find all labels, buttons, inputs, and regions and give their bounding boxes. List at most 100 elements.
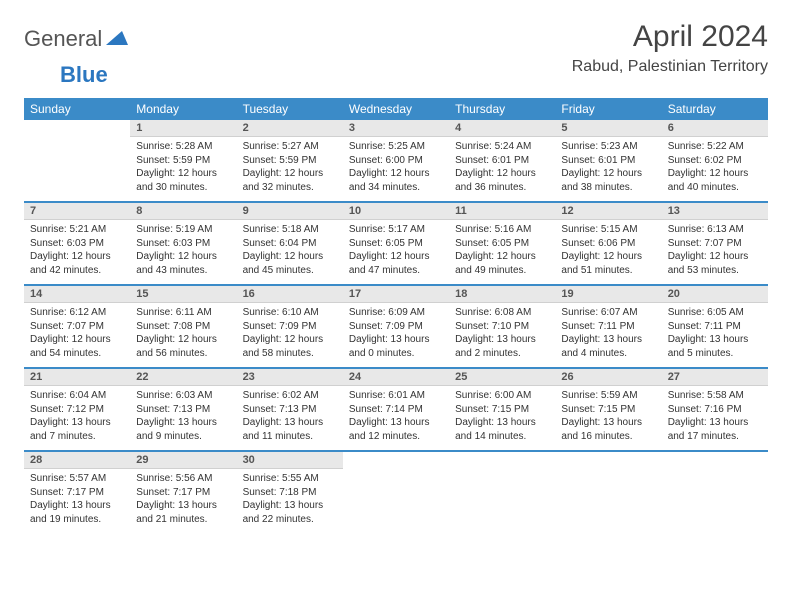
location-text: Rabud, Palestinian Territory <box>572 58 768 76</box>
weekday-header: Sunday <box>24 98 130 120</box>
calendar-cell <box>449 452 555 534</box>
day-detail-line: and 17 minutes. <box>668 430 762 444</box>
calendar-body: 1Sunrise: 5:28 AMSunset: 5:59 PMDaylight… <box>24 120 768 534</box>
day-details: Sunrise: 5:16 AMSunset: 6:05 PMDaylight:… <box>449 220 555 281</box>
calendar-cell: 16Sunrise: 6:10 AMSunset: 7:09 PMDayligh… <box>237 286 343 368</box>
day-detail-line: Sunrise: 5:58 AM <box>668 389 762 403</box>
day-detail-line: Daylight: 13 hours <box>349 333 443 347</box>
calendar-cell: 15Sunrise: 6:11 AMSunset: 7:08 PMDayligh… <box>130 286 236 368</box>
day-number: 6 <box>662 120 768 137</box>
day-detail-line: Daylight: 12 hours <box>561 167 655 181</box>
day-detail-line: and 30 minutes. <box>136 181 230 195</box>
weekday-header: Thursday <box>449 98 555 120</box>
day-detail-line: and 4 minutes. <box>561 347 655 361</box>
day-detail-line: Daylight: 12 hours <box>30 333 124 347</box>
day-detail-line: Sunrise: 5:24 AM <box>455 140 549 154</box>
calendar-cell: 25Sunrise: 6:00 AMSunset: 7:15 PMDayligh… <box>449 369 555 451</box>
day-detail-line: Sunrise: 6:04 AM <box>30 389 124 403</box>
logo-triangle-icon <box>106 29 128 50</box>
day-details: Sunrise: 6:09 AMSunset: 7:09 PMDaylight:… <box>343 303 449 364</box>
weekday-header: Tuesday <box>237 98 343 120</box>
day-number: 27 <box>662 369 768 386</box>
day-detail-line: Daylight: 12 hours <box>243 250 337 264</box>
calendar-cell: 19Sunrise: 6:07 AMSunset: 7:11 PMDayligh… <box>555 286 661 368</box>
day-detail-line: Daylight: 13 hours <box>243 416 337 430</box>
day-detail-line: Sunrise: 5:25 AM <box>349 140 443 154</box>
day-detail-line: Sunrise: 6:01 AM <box>349 389 443 403</box>
day-detail-line: and 45 minutes. <box>243 264 337 278</box>
day-number: 10 <box>343 203 449 220</box>
calendar-cell: 27Sunrise: 5:58 AMSunset: 7:16 PMDayligh… <box>662 369 768 451</box>
day-details: Sunrise: 5:27 AMSunset: 5:59 PMDaylight:… <box>237 137 343 198</box>
day-detail-line: and 53 minutes. <box>668 264 762 278</box>
calendar-cell: 1Sunrise: 5:28 AMSunset: 5:59 PMDaylight… <box>130 120 236 202</box>
day-details: Sunrise: 5:23 AMSunset: 6:01 PMDaylight:… <box>555 137 661 198</box>
day-detail-line: and 7 minutes. <box>30 430 124 444</box>
day-detail-line: and 0 minutes. <box>349 347 443 361</box>
calendar-cell: 4Sunrise: 5:24 AMSunset: 6:01 PMDaylight… <box>449 120 555 202</box>
day-details: Sunrise: 5:22 AMSunset: 6:02 PMDaylight:… <box>662 137 768 198</box>
day-detail-line: and 32 minutes. <box>243 181 337 195</box>
day-detail-line: and 56 minutes. <box>136 347 230 361</box>
day-details: Sunrise: 6:03 AMSunset: 7:13 PMDaylight:… <box>130 386 236 447</box>
day-detail-line: Sunset: 7:07 PM <box>668 237 762 251</box>
day-details: Sunrise: 5:17 AMSunset: 6:05 PMDaylight:… <box>343 220 449 281</box>
day-detail-line: Sunrise: 5:16 AM <box>455 223 549 237</box>
day-detail-line: Sunrise: 5:23 AM <box>561 140 655 154</box>
calendar-cell: 18Sunrise: 6:08 AMSunset: 7:10 PMDayligh… <box>449 286 555 368</box>
day-number: 5 <box>555 120 661 137</box>
calendar-cell: 20Sunrise: 6:05 AMSunset: 7:11 PMDayligh… <box>662 286 768 368</box>
day-details: Sunrise: 6:00 AMSunset: 7:15 PMDaylight:… <box>449 386 555 447</box>
calendar-week-row: 14Sunrise: 6:12 AMSunset: 7:07 PMDayligh… <box>24 286 768 368</box>
day-detail-line: and 43 minutes. <box>136 264 230 278</box>
day-detail-line: Daylight: 13 hours <box>561 416 655 430</box>
day-number: 12 <box>555 203 661 220</box>
day-detail-line: Daylight: 12 hours <box>349 167 443 181</box>
day-detail-line: and 11 minutes. <box>243 430 337 444</box>
day-detail-line: Sunset: 7:10 PM <box>455 320 549 334</box>
calendar-cell: 12Sunrise: 5:15 AMSunset: 6:06 PMDayligh… <box>555 203 661 285</box>
day-detail-line: Sunrise: 6:11 AM <box>136 306 230 320</box>
day-detail-line: Sunset: 5:59 PM <box>136 154 230 168</box>
day-detail-line: Sunset: 7:12 PM <box>30 403 124 417</box>
calendar-week-row: 7Sunrise: 5:21 AMSunset: 6:03 PMDaylight… <box>24 203 768 285</box>
day-details: Sunrise: 5:59 AMSunset: 7:15 PMDaylight:… <box>555 386 661 447</box>
calendar-week-row: 21Sunrise: 6:04 AMSunset: 7:12 PMDayligh… <box>24 369 768 451</box>
day-detail-line: Sunset: 7:16 PM <box>668 403 762 417</box>
day-number: 23 <box>237 369 343 386</box>
day-number: 19 <box>555 286 661 303</box>
day-detail-line: Sunset: 7:08 PM <box>136 320 230 334</box>
day-detail-line: Sunset: 7:09 PM <box>243 320 337 334</box>
day-detail-line: Sunrise: 5:15 AM <box>561 223 655 237</box>
day-detail-line: Sunrise: 5:27 AM <box>243 140 337 154</box>
day-number: 24 <box>343 369 449 386</box>
day-detail-line: Daylight: 13 hours <box>243 499 337 513</box>
day-detail-line: and 9 minutes. <box>136 430 230 444</box>
day-details: Sunrise: 5:56 AMSunset: 7:17 PMDaylight:… <box>130 469 236 530</box>
day-detail-line: and 49 minutes. <box>455 264 549 278</box>
day-detail-line: and 58 minutes. <box>243 347 337 361</box>
day-detail-line: Sunrise: 5:55 AM <box>243 472 337 486</box>
calendar-cell: 30Sunrise: 5:55 AMSunset: 7:18 PMDayligh… <box>237 452 343 534</box>
day-detail-line: and 40 minutes. <box>668 181 762 195</box>
calendar-cell: 28Sunrise: 5:57 AMSunset: 7:17 PMDayligh… <box>24 452 130 534</box>
day-detail-line: Sunrise: 5:56 AM <box>136 472 230 486</box>
day-detail-line: Daylight: 13 hours <box>30 499 124 513</box>
day-detail-line: Sunrise: 6:05 AM <box>668 306 762 320</box>
day-number: 15 <box>130 286 236 303</box>
logo-word-2: Blue <box>60 62 108 87</box>
day-detail-line: Daylight: 13 hours <box>136 416 230 430</box>
day-number: 26 <box>555 369 661 386</box>
day-detail-line: and 16 minutes. <box>561 430 655 444</box>
day-number: 9 <box>237 203 343 220</box>
day-detail-line: Sunrise: 5:17 AM <box>349 223 443 237</box>
calendar-cell: 2Sunrise: 5:27 AMSunset: 5:59 PMDaylight… <box>237 120 343 202</box>
day-details: Sunrise: 6:10 AMSunset: 7:09 PMDaylight:… <box>237 303 343 364</box>
logo-word-1: General <box>24 26 102 52</box>
day-detail-line: Sunset: 7:18 PM <box>243 486 337 500</box>
day-number: 20 <box>662 286 768 303</box>
day-number: 17 <box>343 286 449 303</box>
calendar-cell: 11Sunrise: 5:16 AMSunset: 6:05 PMDayligh… <box>449 203 555 285</box>
page: General April 2024 Rabud, Palestinian Te… <box>0 0 792 554</box>
day-number: 13 <box>662 203 768 220</box>
